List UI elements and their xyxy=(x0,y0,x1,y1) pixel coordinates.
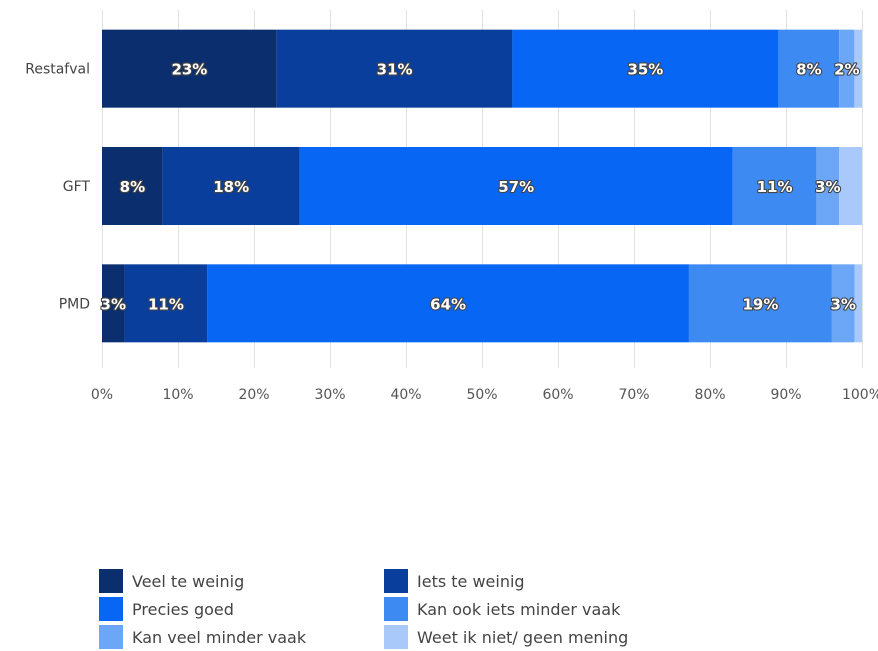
x-tick-label: 90% xyxy=(770,387,801,403)
bar-segment xyxy=(816,147,840,225)
legend-item: Iets te weinig xyxy=(384,569,525,593)
data-label: 18% xyxy=(213,178,249,196)
category-label: Restafval xyxy=(25,62,90,78)
legend-item: Kan ook iets minder vaak xyxy=(384,597,621,621)
bar-segment xyxy=(162,147,300,225)
legend-swatch xyxy=(384,569,408,593)
data-label: 64% xyxy=(430,295,466,313)
data-label: 3% xyxy=(101,295,126,313)
x-tick-label: 80% xyxy=(694,387,725,403)
data-label: 8% xyxy=(796,61,821,79)
stacked-bar-chart: 23% 31% 35% 8% 2%8% 18% 57% 11% 3%3% 11% 64% 19% 3% … xyxy=(25,10,878,403)
category-label: PMD xyxy=(59,296,90,312)
bar-segment xyxy=(839,29,855,108)
data-label: 35% xyxy=(627,61,663,79)
x-tick-label: 30% xyxy=(314,387,345,403)
data-label: 11% xyxy=(757,178,793,196)
category-labels: Restafval GFT PMD xyxy=(25,62,90,313)
x-tick-label: 20% xyxy=(238,387,269,403)
legend-swatch xyxy=(99,625,123,649)
bar-segment xyxy=(299,147,733,225)
legend-label: Iets te weinig xyxy=(417,571,525,591)
data-label: 8% xyxy=(120,178,145,196)
data-labels: 23% 31% 35% 8% 2% 8% 18% 57% 11% 3% 3% 11% 64% 19% 3% xyxy=(99,60,860,315)
legend-swatch xyxy=(99,569,123,593)
legend-swatch xyxy=(99,597,123,621)
bar-segment xyxy=(102,29,277,108)
bar-segment xyxy=(124,264,208,343)
x-tick-label: 50% xyxy=(466,387,497,403)
bar-segment xyxy=(854,29,862,108)
data-label: 3% xyxy=(830,295,855,313)
bar-segment xyxy=(854,264,862,343)
data-label: 23% xyxy=(171,61,207,79)
data-label: 19% xyxy=(742,295,778,313)
bar-segment xyxy=(276,29,513,108)
legend-swatch xyxy=(384,625,408,649)
category-label: GFT xyxy=(63,179,91,195)
data-label: 3% xyxy=(815,178,840,196)
bar-segment xyxy=(831,264,855,343)
legend-swatch xyxy=(384,597,408,621)
bars xyxy=(102,29,862,343)
x-axis-ticks: 0% 10% 20% 30% 40% 50% 60% 70% 80% 90% 100% xyxy=(91,387,878,403)
bar-segment xyxy=(207,264,689,343)
data-label: 31% xyxy=(377,61,413,79)
legend-label: Kan ook iets minder vaak xyxy=(417,599,621,619)
data-label: 2% xyxy=(834,61,859,79)
legend-item: Weet ik niet/ geen mening xyxy=(384,625,629,649)
x-tick-label: 10% xyxy=(162,387,193,403)
legend-item: Kan veel minder vaak xyxy=(99,625,307,649)
legend-label: Kan veel minder vaak xyxy=(132,627,307,647)
bar-segment xyxy=(688,264,832,343)
data-label: 57% xyxy=(498,178,534,196)
data-label: 11% xyxy=(148,295,184,313)
bar-segment xyxy=(732,147,817,225)
x-tick-label: 40% xyxy=(390,387,421,403)
legend-label: Veel te weinig xyxy=(132,571,245,591)
bar-segment xyxy=(102,264,125,343)
legend-item: Veel te weinig xyxy=(99,569,245,593)
bar-segment xyxy=(839,147,862,225)
x-tick-label: 60% xyxy=(542,387,573,403)
x-tick-label: 100% xyxy=(842,387,878,403)
bar-segment xyxy=(512,29,779,108)
x-tick-label: 0% xyxy=(91,387,113,403)
legend-item: Precies goed xyxy=(99,597,234,621)
bar-segment xyxy=(778,29,840,108)
legend-label: Weet ik niet/ geen mening xyxy=(417,627,629,647)
legend-label: Precies goed xyxy=(132,599,234,619)
x-tick-label: 70% xyxy=(618,387,649,403)
bar-segment xyxy=(102,147,163,225)
